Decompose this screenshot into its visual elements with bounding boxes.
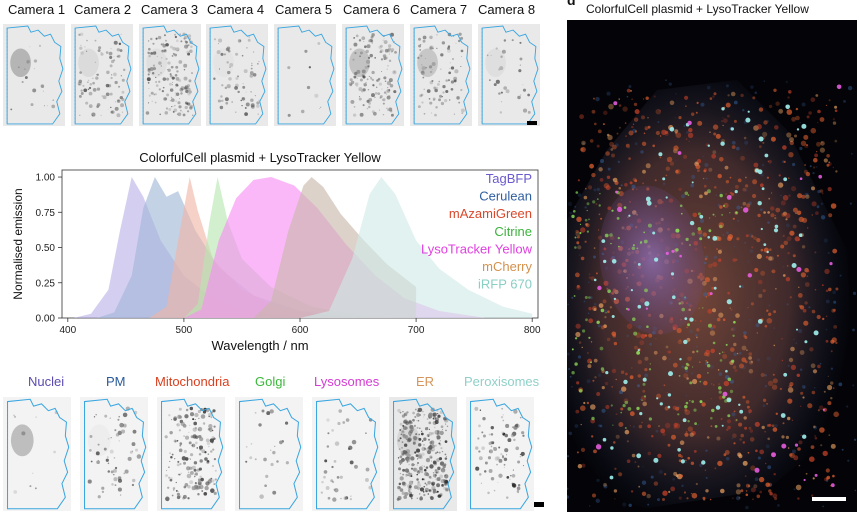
- organelle-label-nuclei: Nuclei: [28, 374, 65, 389]
- y-tick-label: 0.25: [36, 278, 56, 289]
- composite-micrograph: [567, 20, 857, 512]
- organelle-label-golgi: Golgi: [255, 374, 286, 389]
- x-axis-label: Wavelength / nm: [211, 338, 308, 353]
- emission-spectra-chart: ColorfulCell plasmid + LysoTracker Yello…: [11, 150, 541, 353]
- legend-entry-lysotracker-yellow: LysoTracker Yellow: [421, 241, 533, 256]
- series-area-cerulean: [96, 177, 359, 318]
- camera-label-7: Camera 7: [410, 2, 468, 17]
- organelle-label-er: ER: [416, 374, 435, 389]
- x-tick-label: 700: [408, 325, 425, 336]
- organelle-thumbnail-1: [3, 397, 71, 511]
- camera-thumbnail-3-image: [142, 25, 200, 125]
- organelle-thumbnail-2: [80, 397, 149, 511]
- camera-label-3: Camera 3: [141, 2, 199, 17]
- organelle-thumbnail-5: [311, 397, 380, 511]
- camera-label-1: Camera 1: [8, 2, 66, 17]
- y-tick-label: 0.50: [36, 243, 56, 254]
- chart-title: ColorfulCell plasmid + LysoTracker Yello…: [139, 150, 381, 165]
- camera-label-2: Camera 2: [74, 2, 132, 17]
- camera-label-4: Camera 4: [207, 2, 265, 17]
- camera-thumbnail-6-image: [345, 25, 403, 125]
- y-axis-label: Normalised emission: [11, 188, 25, 299]
- organelle-thumbnail-3-image: [161, 398, 224, 510]
- camera-thumbnail-2: [70, 24, 133, 126]
- organelle-label-lysosomes: Lysosomes: [314, 374, 380, 389]
- camera-label-8: Camera 8: [478, 2, 536, 17]
- organelle-thumbnail-4-image: [238, 398, 301, 510]
- camera-label-5: Camera 5: [275, 2, 333, 17]
- camera-thumbnail-8: [477, 24, 540, 126]
- camera-thumbnail-7-image: [413, 25, 471, 125]
- organelle-scale-bar: [534, 502, 544, 507]
- legend-entry-mazamigreen: mAzamiGreen: [449, 206, 532, 221]
- camera-thumbnail-3: [138, 24, 201, 126]
- legend-entry-tagbfp: TagBFP: [486, 171, 532, 186]
- panel-d-title: ColorfulCell plasmid + LysoTracker Yello…: [586, 2, 809, 16]
- series-area-irfp-670: [300, 177, 533, 318]
- legend-entry-mcherry: mCherry: [482, 259, 532, 274]
- organelle-label-pm: PM: [106, 374, 126, 389]
- camera-scale-bar: [527, 121, 537, 125]
- panel-letter-d: d: [567, 0, 576, 8]
- y-tick-label: 0.75: [36, 208, 56, 219]
- organelle-thumbnail-3: [157, 397, 226, 511]
- camera-thumbnail-4-image: [210, 25, 267, 125]
- organelle-thumbnail-2-image: [84, 398, 147, 510]
- organelle-label-peroxisomes: Peroxisomes: [464, 374, 540, 389]
- legend-entry-citrine: Citrine: [494, 224, 532, 239]
- camera-thumbnail-2-image: [74, 25, 132, 125]
- camera-thumbnail-1-image: [6, 25, 64, 125]
- organelle-thumbnail-7-image: [470, 398, 533, 510]
- x-tick-label: 500: [176, 325, 193, 336]
- camera-thumbnail-6: [342, 24, 404, 126]
- camera-thumbnail-4: [206, 24, 269, 126]
- legend-entry-irfp-670: iRFP 670: [478, 277, 532, 292]
- x-tick-label: 800: [524, 325, 541, 336]
- organelle-thumbnail-4: [234, 397, 303, 511]
- camera-thumbnail-5: [274, 24, 337, 126]
- organelle-thumbnail-6: [389, 397, 457, 511]
- micrograph-scale-bar: [812, 497, 846, 501]
- camera-thumbnail-8-image: [481, 25, 539, 125]
- composite-micrograph-image: [567, 79, 857, 510]
- y-tick-label: 0.00: [36, 314, 56, 325]
- y-tick-label: 1.00: [36, 173, 56, 184]
- organelle-thumbnail-6-image: [393, 398, 456, 510]
- camera-thumbnail-7: [409, 24, 472, 126]
- x-tick-label: 600: [292, 325, 309, 336]
- cell-nucleus: [599, 185, 705, 335]
- organelle-label-mitochondria: Mitochondria: [155, 374, 230, 389]
- organelle-thumbnail-7: [466, 397, 535, 511]
- legend-entry-cerulean: Cerulean: [479, 189, 532, 204]
- camera-thumbnail-1: [3, 24, 65, 126]
- x-tick-label: 400: [59, 325, 76, 336]
- camera-label-6: Camera 6: [343, 2, 401, 17]
- camera-thumbnail-5-image: [277, 25, 335, 125]
- organelle-thumbnail-1-image: [7, 398, 70, 510]
- organelle-thumbnail-5-image: [315, 398, 379, 510]
